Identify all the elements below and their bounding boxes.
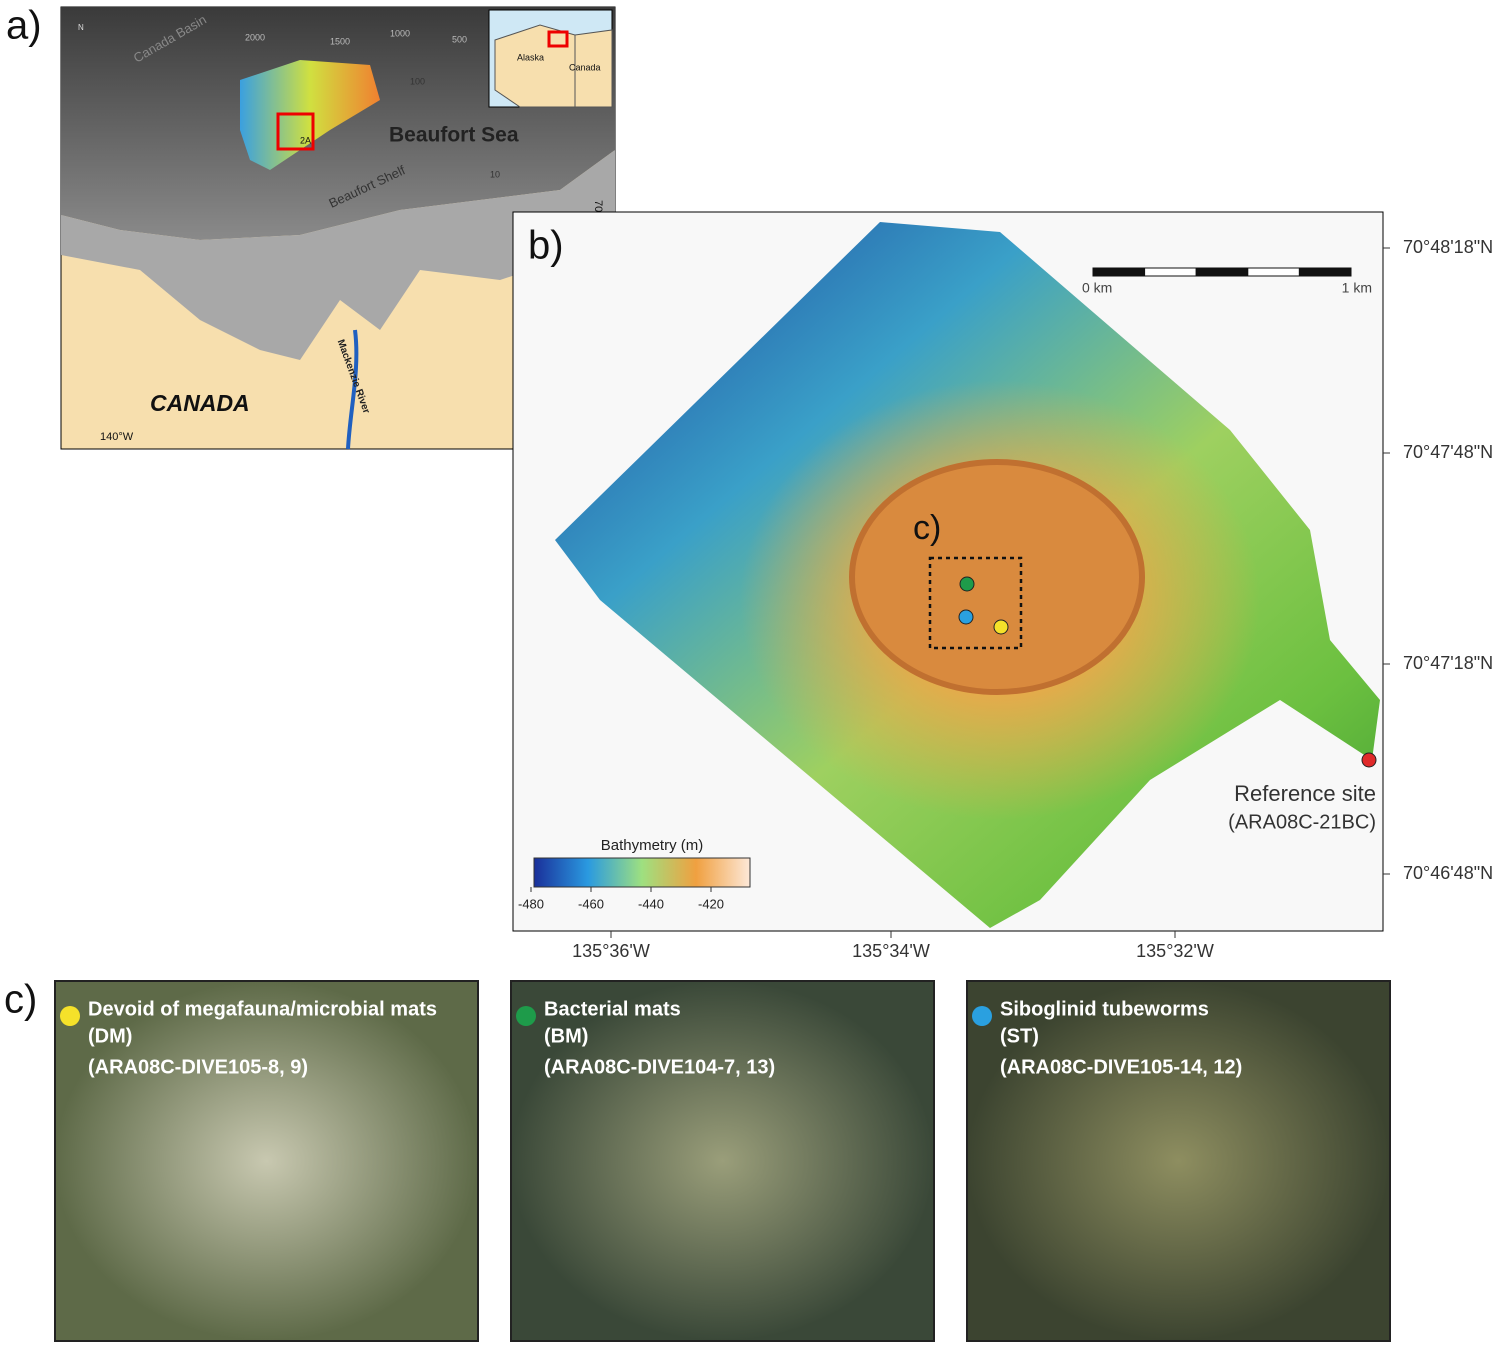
photo (966, 980, 1391, 1342)
inset-box (928, 556, 1023, 650)
panel-label: a) (6, 4, 42, 48)
photo-caption: (DM) (88, 1025, 132, 1047)
site-dot (60, 1006, 80, 1026)
photo-caption: (ARA08C-DIVE104-7, 13) (544, 1056, 775, 1078)
lon-label: 135°36'W (572, 941, 650, 961)
photo-caption: (ARA08C-DIVE105-14, 12) (1000, 1056, 1242, 1078)
inset-box (547, 30, 569, 48)
contour: 500 (452, 34, 467, 44)
photo (510, 980, 935, 1342)
photo-caption: (BM) (544, 1025, 588, 1047)
scale-segment (1092, 267, 1146, 277)
scale-segment (1195, 267, 1249, 277)
panel-b: b) 0 km 1 km c) Reference site (ARA08C-2… (512, 211, 1493, 961)
scale-segment (1144, 267, 1197, 277)
contour: 2000 (245, 32, 265, 42)
site-dot (516, 1006, 536, 1026)
lon-label: 140°W (100, 431, 134, 443)
sea-label: Beaufort Sea (389, 124, 519, 147)
site-dm (993, 619, 1009, 635)
colorbar (533, 857, 751, 888)
colorbar-ticks: -480 -460 -440 -420 (518, 887, 724, 911)
reference-id: (ARA08C-21BC) (1228, 811, 1376, 833)
site-bm (959, 576, 975, 592)
scale-segment (1247, 267, 1300, 277)
lat-axis: 70°48'18"N 70°47'48"N 70°47'18"N 70°46'48"N (1383, 237, 1493, 883)
scale-segment (1298, 267, 1352, 277)
lat-label: 70°46'48"N (1403, 863, 1493, 883)
photo-caption: (ARA08C-DIVE105-8, 9) (88, 1056, 308, 1078)
inset-label: Alaska (517, 52, 544, 62)
colorbar-tick-label: -480 (518, 896, 544, 911)
box-label: 2A (300, 135, 311, 145)
panel-a: a) N Canada Basin 2000 1500 1000 500 100… (6, 4, 616, 450)
reference-label: Reference site (1234, 781, 1376, 806)
colorbar-title: Bathymetry (m) (601, 837, 704, 854)
site-box (276, 112, 315, 151)
colorbar-tick-label: -440 (638, 896, 664, 911)
land-label: CANADA (150, 390, 250, 416)
inset-label: Canada (569, 62, 601, 72)
photo-caption: (ST) (1000, 1025, 1039, 1047)
contour: 1000 (390, 28, 410, 38)
scale-label: 0 km (1082, 280, 1112, 296)
river (346, 329, 359, 450)
scale-bar (1092, 267, 1352, 277)
panel-c: c) Devoid of megafauna/microbial mats (DM… (4, 978, 1391, 1342)
lon-axis: 135°36'W 135°34'W 135°32'W (572, 931, 1214, 961)
panel-label: c) (4, 978, 37, 1022)
reference-site (1361, 752, 1377, 768)
photos: Devoid of megafauna/microbial mats (DM) (A… (54, 980, 1391, 1342)
contour: 1500 (330, 36, 350, 46)
lat-label: 70°47'48"N (1403, 442, 1493, 462)
shelf (61, 150, 615, 360)
panel-label: b) (528, 224, 564, 268)
colorbar-tick-label: -460 (578, 896, 604, 911)
lon-label: 135°34'W (852, 941, 930, 961)
photo-caption: Bacterial mats (544, 998, 681, 1020)
lon-label: 135°32'W (1136, 941, 1214, 961)
photo (54, 980, 479, 1342)
inset-land (494, 24, 576, 108)
contour: 100 (410, 76, 425, 86)
lat-label: 70°47'18"N (1403, 653, 1493, 673)
photo-caption: Siboglinid tubeworms (1000, 998, 1209, 1020)
inset-land (574, 29, 613, 108)
inset-label: c) (913, 509, 941, 547)
contour: 10 (490, 169, 500, 179)
site-st (958, 609, 974, 625)
lat-label: 70°48'18"N (1403, 237, 1493, 257)
colorbar-tick-label: -420 (698, 896, 724, 911)
mound (849, 459, 1145, 695)
photo-caption: Devoid of megafauna/microbial mats (88, 998, 437, 1020)
north: N (78, 23, 84, 32)
scale-label: 1 km (1342, 280, 1372, 296)
site-dot (972, 1006, 992, 1026)
